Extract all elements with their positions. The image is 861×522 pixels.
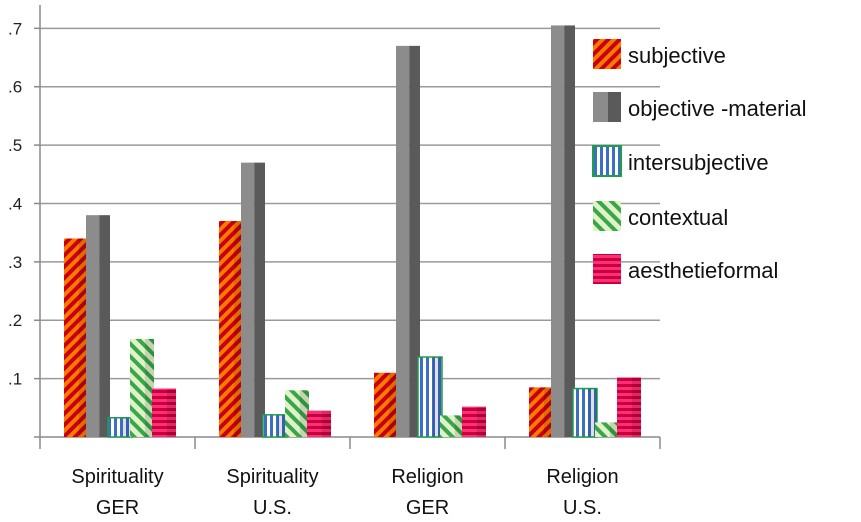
legend-item: aesthetieformal (593, 254, 778, 284)
bar-subjective (64, 238, 88, 437)
legend-swatch (593, 39, 621, 69)
category-label: U.S. (253, 497, 292, 519)
y-tick-label: .2 (8, 311, 22, 330)
bar-subjective (529, 387, 553, 437)
category-label: U.S. (563, 497, 602, 519)
bar-aesthetieformal (462, 406, 486, 437)
bar-objective-material (86, 215, 110, 437)
y-tick-label: .1 (8, 370, 22, 389)
legend-swatch (592, 145, 622, 177)
bar-subjective (374, 372, 398, 437)
bar-objective-material (551, 25, 575, 437)
legend-label: contextual (628, 205, 728, 230)
y-tick-labels: .1 .2 .3 .4 .5 .6 .7 (8, 19, 22, 388)
legend-swatch (593, 201, 621, 231)
y-tick-label: .6 (8, 78, 22, 97)
bar-aesthetieformal (152, 388, 176, 437)
legend-item: contextual (593, 201, 728, 231)
gridlines (40, 27, 660, 380)
bar-intersubjective (262, 414, 288, 438)
legend-label: subjective (628, 43, 726, 68)
bar-contextual (285, 390, 309, 437)
bar-contextual (440, 415, 464, 437)
legend-label: objective -material (628, 96, 807, 121)
legend: subjective objective -material intersubjec… (592, 39, 807, 284)
y-tick-label: .3 (8, 253, 22, 272)
bar-contextual (130, 338, 154, 437)
category-label: GER (96, 497, 139, 519)
legend-item: intersubjective (592, 145, 769, 177)
category-label: Religion (546, 466, 618, 488)
category-labels: Spirituality GER Spirituality U.S. Religion G… (71, 466, 618, 519)
y-tick-label: .4 (8, 194, 22, 213)
bar-aesthetieformal (307, 410, 331, 437)
legend-label: aesthetieformal (628, 258, 778, 283)
category-label: GER (406, 497, 449, 519)
y-tick-label: .5 (8, 136, 22, 155)
bar-objective-material (241, 162, 265, 437)
category-label: Spirituality (226, 466, 318, 488)
legend-item: subjective (593, 39, 726, 69)
y-tick-label: .7 (8, 19, 22, 38)
bar-intersubjective (572, 387, 598, 438)
bar-aesthetieformal (617, 377, 641, 437)
legend-item: objective -material (593, 92, 807, 122)
legend-label: intersubjective (628, 150, 769, 175)
bar-subjective (219, 221, 243, 437)
category-label: Religion (391, 466, 463, 488)
category-label: Spirituality (71, 466, 163, 488)
bar-intersubjective (417, 356, 443, 438)
bar-intersubjective (107, 416, 133, 438)
legend-swatch (593, 92, 608, 122)
bar-objective-material (396, 45, 420, 437)
legend-swatch (593, 254, 621, 284)
bars (64, 25, 641, 438)
bar-contextual (595, 422, 619, 437)
